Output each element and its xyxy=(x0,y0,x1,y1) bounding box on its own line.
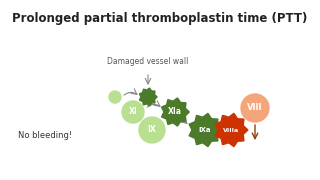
Text: Damaged vessel wall: Damaged vessel wall xyxy=(107,57,189,66)
Text: No bleeding!: No bleeding! xyxy=(18,130,72,140)
Polygon shape xyxy=(215,113,248,147)
Text: IX: IX xyxy=(148,125,156,134)
Text: IXa: IXa xyxy=(199,127,211,133)
Circle shape xyxy=(109,91,121,103)
Circle shape xyxy=(139,117,165,143)
Text: VIIIa: VIIIa xyxy=(223,127,239,132)
Circle shape xyxy=(122,101,144,123)
Polygon shape xyxy=(140,88,157,106)
Polygon shape xyxy=(189,113,222,147)
Text: Prolonged partial thromboplastin time (PTT): Prolonged partial thromboplastin time (P… xyxy=(12,12,308,25)
Text: XI: XI xyxy=(129,107,137,116)
Text: VIII: VIII xyxy=(247,103,263,112)
Polygon shape xyxy=(162,98,189,126)
Circle shape xyxy=(241,94,269,122)
Text: XIa: XIa xyxy=(168,107,182,116)
